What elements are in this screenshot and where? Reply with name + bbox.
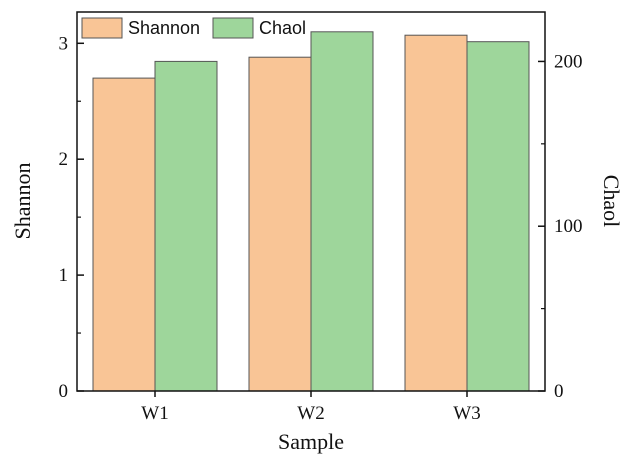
x-axis-ticks: W1 W2 W3 xyxy=(141,391,481,424)
x-tick-label: W3 xyxy=(453,403,480,424)
bar-chaol-w1 xyxy=(154,60,218,392)
right-axis-ticks: 0 100 200 xyxy=(538,51,583,402)
x-tick-label: W1 xyxy=(141,403,168,424)
left-tick-label: 3 xyxy=(59,33,69,54)
bars-group xyxy=(92,31,530,392)
right-tick-label: 0 xyxy=(554,381,564,402)
left-axis-title: Shannon xyxy=(10,163,35,240)
right-tick-label: 200 xyxy=(554,51,583,72)
right-axis-title: Chaol xyxy=(599,175,621,228)
x-tick-label: W2 xyxy=(297,403,324,424)
legend-label-shannon: Shannon xyxy=(128,18,200,38)
bar-shannon-w2 xyxy=(248,56,312,392)
bar-shannon-w3 xyxy=(404,34,468,392)
legend: Shannon Chaol xyxy=(81,17,306,39)
legend-swatch-chaol xyxy=(212,17,254,39)
right-tick-label: 100 xyxy=(554,216,583,237)
bar-shannon-w1 xyxy=(92,77,156,392)
legend-label-chaol: Chaol xyxy=(259,18,306,38)
left-tick-label: 2 xyxy=(59,149,69,170)
left-axis-ticks: 0 1 2 3 xyxy=(59,33,84,402)
bar-chaol-w3 xyxy=(466,41,530,392)
legend-swatch-shannon xyxy=(81,17,123,39)
x-axis-title: Sample xyxy=(278,429,344,454)
bar-chaol-w2 xyxy=(310,31,374,392)
left-tick-label: 0 xyxy=(59,381,69,402)
left-tick-label: 1 xyxy=(59,265,69,286)
